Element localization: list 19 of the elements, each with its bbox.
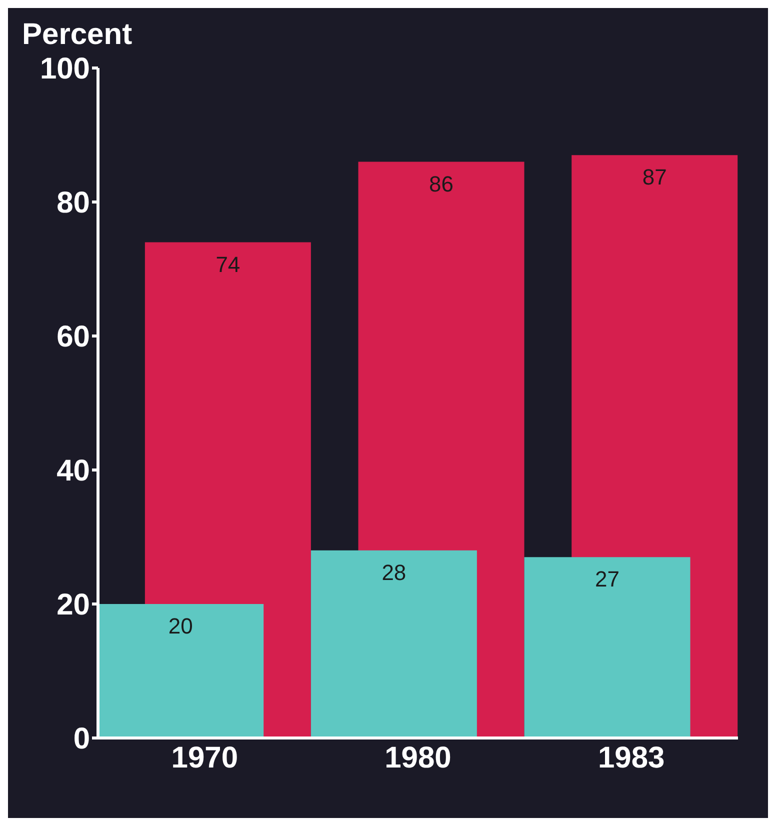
data-label: 74	[216, 252, 240, 277]
data-label: 86	[429, 171, 454, 196]
y-tick-label: 60	[56, 320, 90, 354]
y-tick-label: 40	[56, 454, 90, 488]
y-tick-label: 100	[40, 52, 90, 86]
x-tick-label: 1980	[384, 741, 452, 774]
y-tick-label: 80	[56, 186, 90, 220]
data-label: 28	[382, 560, 406, 586]
y-tick-label: 0	[73, 722, 90, 756]
x-tick-label: 1970	[171, 741, 238, 774]
data-label: 20	[168, 614, 193, 639]
data-label: 87	[642, 164, 667, 190]
bar	[98, 604, 264, 738]
y-tick-label: 20	[56, 588, 90, 622]
x-tick-label: 1983	[598, 741, 665, 774]
bar	[310, 550, 477, 738]
bar	[524, 557, 690, 738]
data-label: 27	[595, 566, 620, 592]
y-axis-title: Percent	[22, 18, 132, 52]
